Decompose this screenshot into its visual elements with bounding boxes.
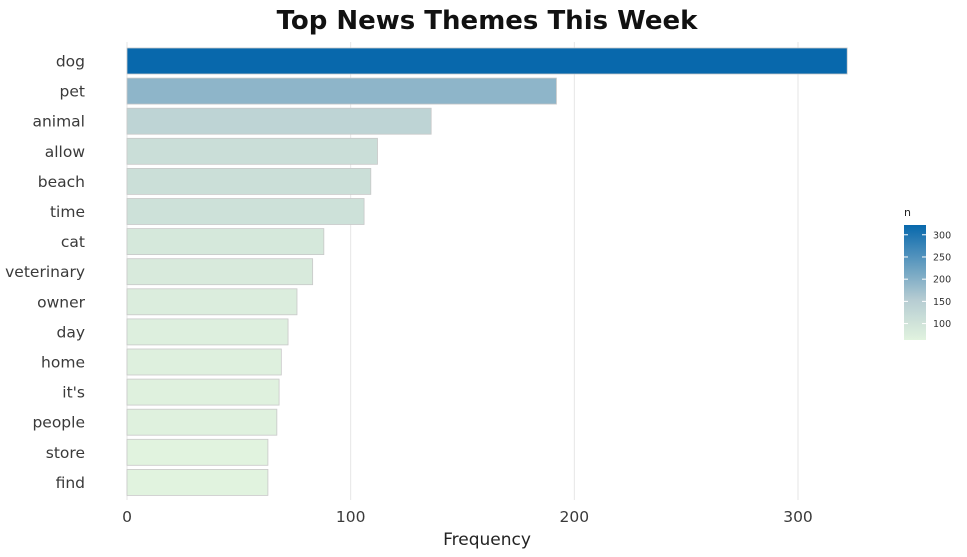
y-tick-label: animal xyxy=(32,113,85,131)
bar-8 xyxy=(126,288,298,316)
bar-6 xyxy=(126,228,325,256)
legend-tick-label: 200 xyxy=(933,275,951,286)
color-legend: n 100 150 200 250 300 xyxy=(904,206,951,340)
bar-14 xyxy=(126,468,269,496)
bar-7 xyxy=(126,258,314,286)
x-axis-title: Frequency xyxy=(443,530,531,550)
y-tick-label: store xyxy=(46,444,85,462)
y-tick-label: pet xyxy=(60,83,85,101)
bar-2 xyxy=(126,107,432,135)
y-tick-label: beach xyxy=(38,173,85,191)
y-tick-label: day xyxy=(56,323,85,341)
legend-colorbar xyxy=(904,225,926,340)
y-tick-label: veterinary xyxy=(5,263,85,281)
bar-1 xyxy=(126,77,557,105)
y-tick-label: allow xyxy=(45,143,86,161)
chart-title: Top News Themes This Week xyxy=(277,6,699,36)
y-tick-label: find xyxy=(56,474,85,492)
y-tick-label: time xyxy=(50,203,85,221)
bar-13 xyxy=(126,438,269,466)
bar-5 xyxy=(126,198,365,225)
y-tick-label: dog xyxy=(56,53,85,71)
bar-11 xyxy=(126,378,280,406)
y-tick-label: cat xyxy=(61,233,85,251)
legend-title: n xyxy=(904,206,911,219)
x-tick-label: 200 xyxy=(560,508,590,526)
legend-tick-label: 100 xyxy=(933,319,951,330)
y-tick-label: people xyxy=(32,414,85,432)
bar-4 xyxy=(126,167,372,195)
y-tick-label: home xyxy=(41,354,85,372)
legend-tick-label: 300 xyxy=(933,230,951,241)
x-tick-label: 300 xyxy=(783,508,813,526)
y-tick-label: owner xyxy=(37,293,86,311)
legend-tick-label: 250 xyxy=(933,252,951,263)
bar-9 xyxy=(126,318,289,346)
legend-tick-label: 150 xyxy=(933,297,951,308)
bar-0 xyxy=(126,47,848,75)
x-tick-label: 100 xyxy=(336,508,366,526)
bars xyxy=(126,47,848,496)
y-tick-label: it's xyxy=(62,384,85,402)
x-axis-tick-labels: 0 100 200 300 xyxy=(122,508,813,526)
y-axis-tick-labels: dog pet animal allow beach time cat veterinary o… xyxy=(5,53,85,492)
bar-10 xyxy=(126,348,282,376)
bar-12 xyxy=(126,408,278,436)
x-tick-label: 0 xyxy=(122,508,132,526)
bar-3 xyxy=(126,137,378,165)
